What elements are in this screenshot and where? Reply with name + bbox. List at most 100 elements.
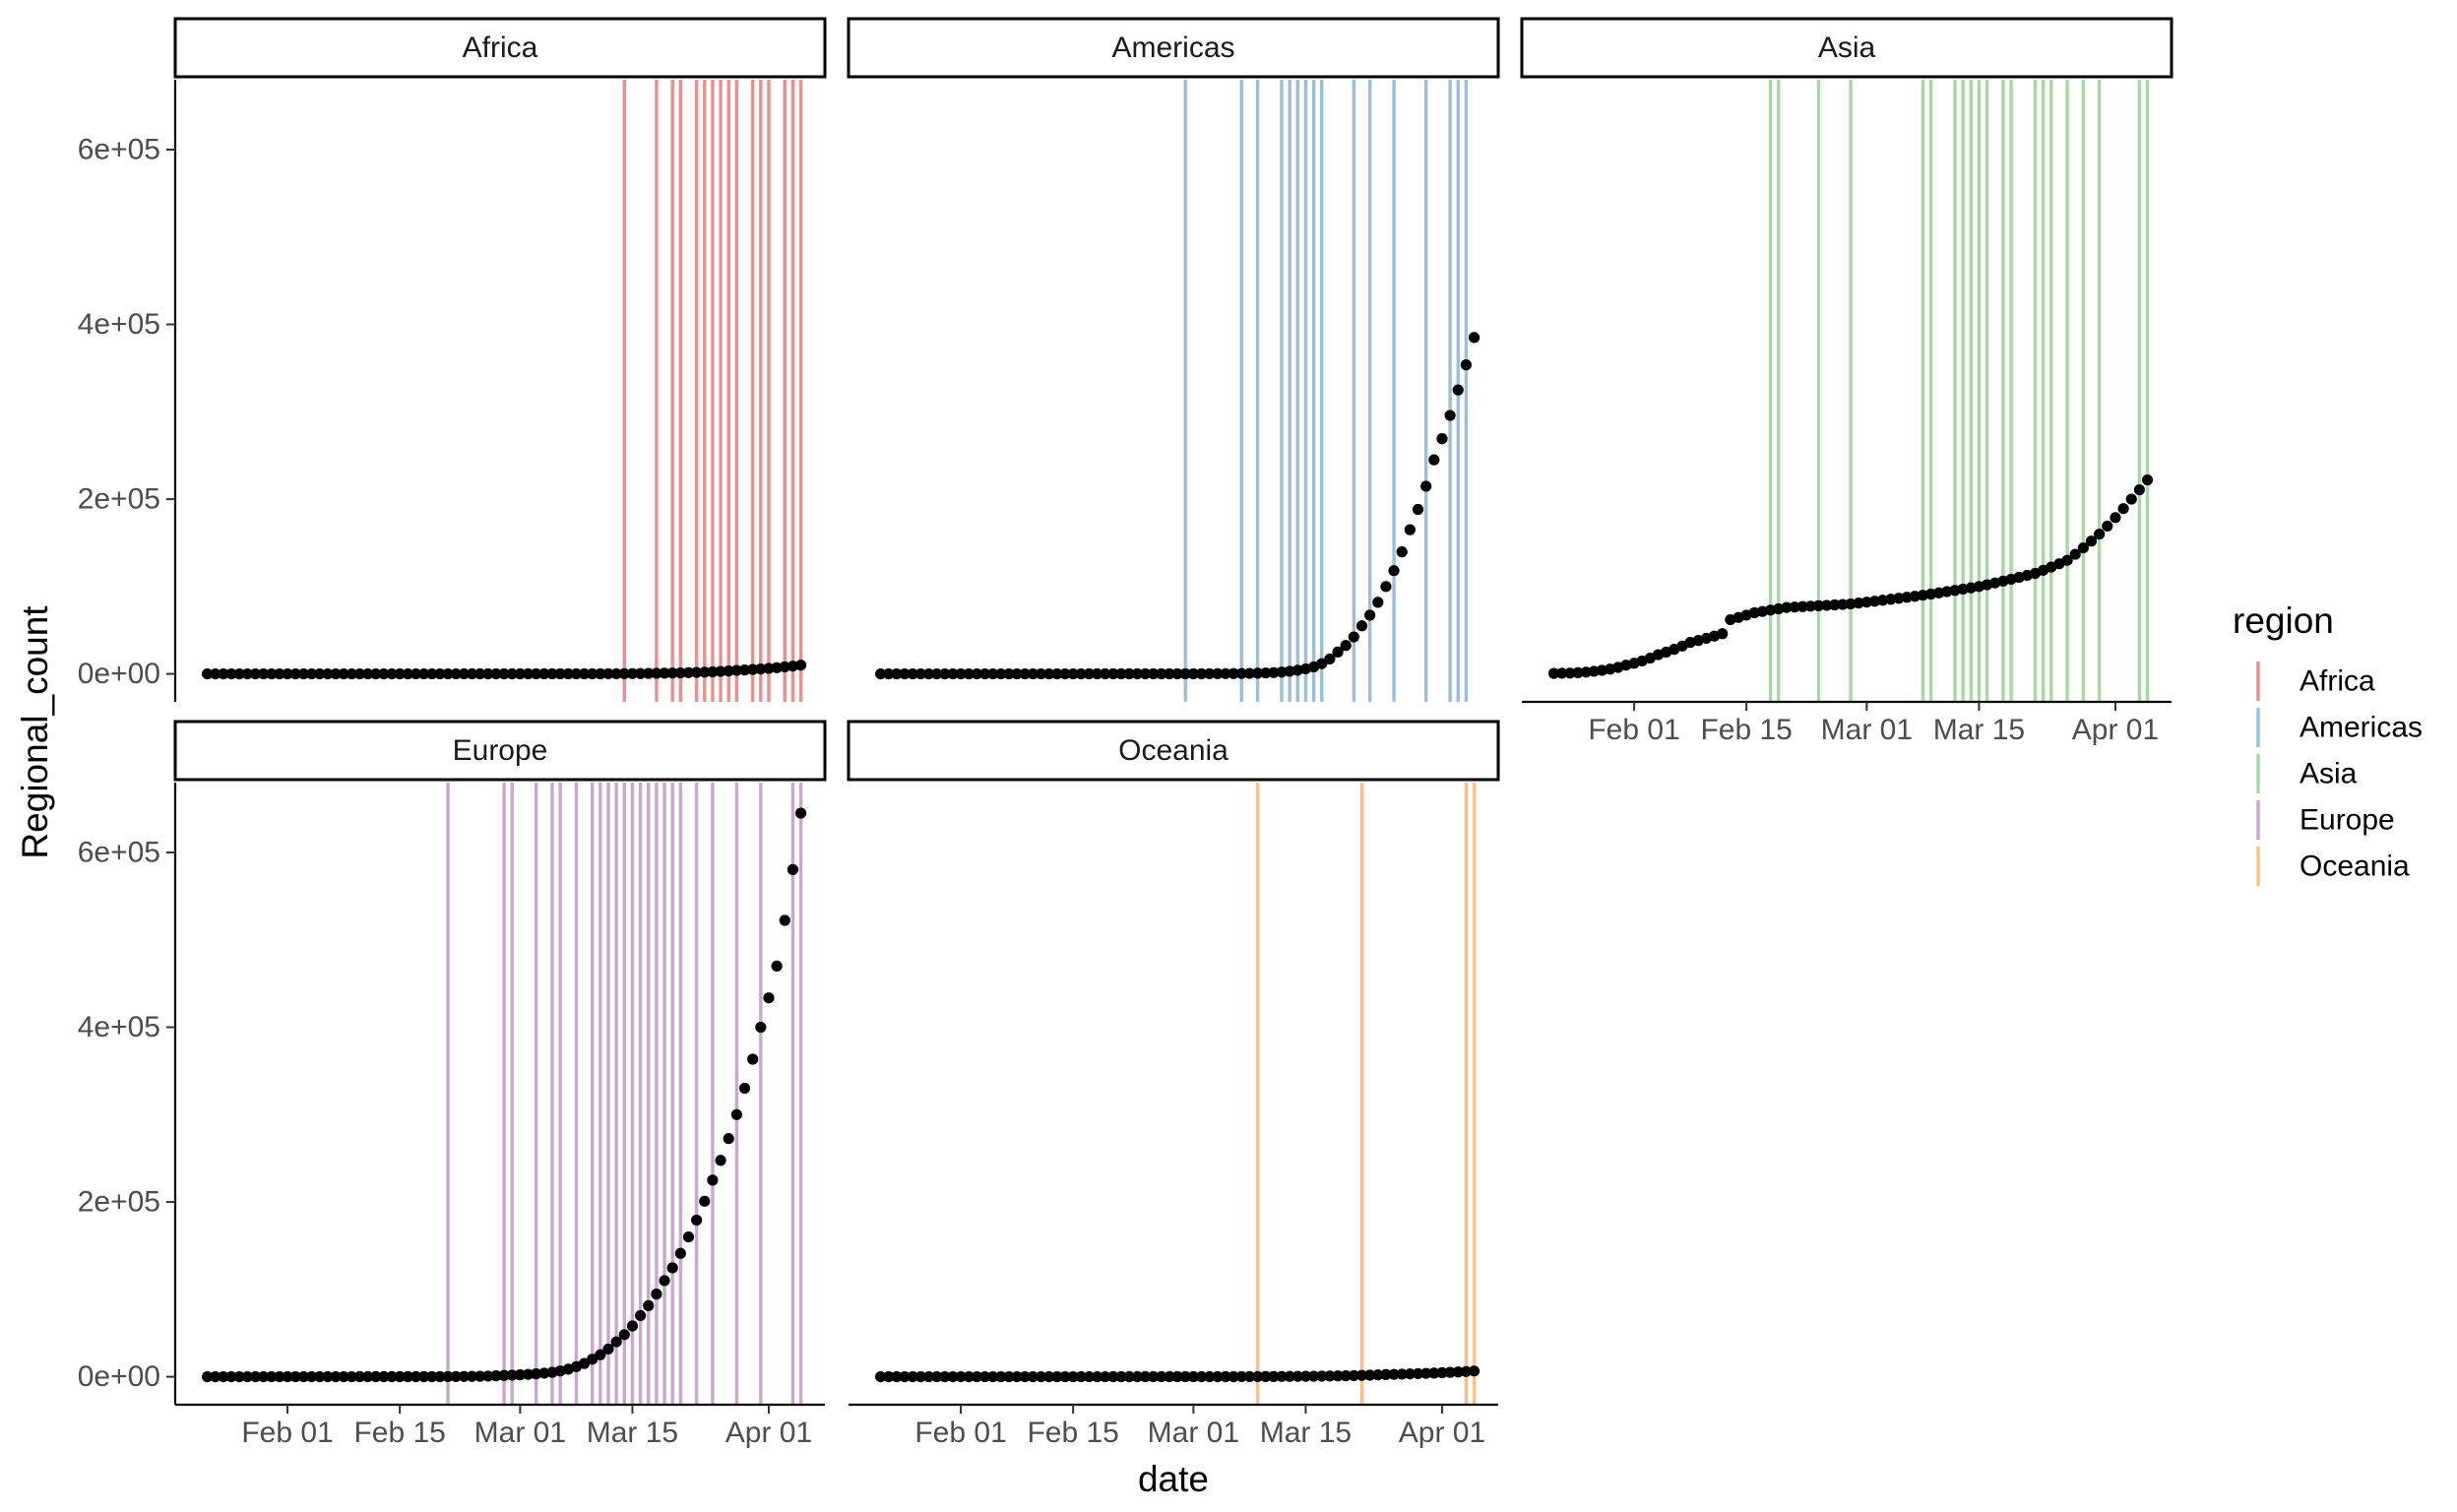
data-point [1204, 667, 1216, 680]
x-tick-label: Mar 01 [1148, 1417, 1239, 1449]
data-point [233, 1370, 245, 1383]
data-point [546, 667, 558, 680]
data-point [1131, 667, 1143, 680]
data-point [699, 666, 711, 678]
data-point [1420, 1367, 1432, 1379]
facet-panel-europe: 0e+00 2e+05 4e+05 6e+05 Feb 01 Feb 15 Mar 01 Ma… [78, 720, 827, 1449]
data-point [538, 1367, 550, 1379]
data-point [1035, 667, 1047, 680]
data-point [201, 1370, 214, 1383]
data-point [1460, 1365, 1473, 1377]
data-point [978, 667, 991, 680]
data-point [353, 1370, 366, 1383]
data-point [297, 1370, 309, 1383]
data-point [1100, 667, 1111, 680]
data-point [987, 667, 999, 680]
x-tick-label: Feb 01 [1588, 714, 1679, 746]
strip-box [1520, 17, 2174, 79]
data-point [426, 667, 438, 680]
data-point [266, 667, 278, 680]
data-point [899, 667, 911, 680]
data-point [971, 667, 982, 680]
data-point [626, 1320, 639, 1332]
event-lines [1255, 783, 1477, 1405]
data-point [939, 667, 951, 680]
legend: region Africa Americas Asia Europe Oceania [2233, 600, 2423, 886]
data-point [1067, 667, 1079, 680]
data-point [1139, 667, 1152, 680]
x-tick-label: Feb 15 [1027, 1417, 1118, 1449]
data-point [1171, 1370, 1183, 1383]
data-point [274, 1370, 285, 1383]
data-point [466, 667, 478, 680]
data-point [442, 667, 454, 680]
data-point [651, 1289, 662, 1300]
data-point [1717, 628, 1729, 640]
data-point [723, 665, 734, 677]
data-point [618, 667, 630, 679]
data-point [1027, 667, 1040, 680]
data-point [1340, 1370, 1352, 1382]
data-point [1388, 1368, 1400, 1380]
data-point [378, 1370, 390, 1383]
data-point [682, 666, 695, 678]
data-point [1100, 1370, 1111, 1383]
data-point [602, 1343, 614, 1355]
data-point [361, 1370, 374, 1383]
data-point [1436, 433, 1448, 445]
data-point [314, 667, 326, 680]
x-tick-label: Feb 01 [241, 1417, 333, 1449]
data-point [1123, 1370, 1135, 1383]
data-point [723, 1133, 734, 1145]
data-point [1436, 1366, 1448, 1379]
data-point [1212, 667, 1224, 680]
data-point [1372, 597, 1384, 608]
data-point [258, 667, 270, 680]
data-point [1901, 592, 1913, 603]
data-point [1404, 1368, 1416, 1380]
data-point [987, 1370, 999, 1383]
data-point [514, 667, 526, 680]
data-point [322, 1370, 334, 1383]
data-point [1460, 359, 1473, 371]
data-point [562, 667, 574, 680]
data-point [1307, 1370, 1320, 1382]
data-point [1268, 1370, 1280, 1382]
data-point [1332, 646, 1344, 659]
x-tick-label: Mar 01 [1821, 714, 1913, 746]
data-point [771, 960, 783, 973]
data-point [1003, 1370, 1015, 1383]
data-point [482, 1370, 494, 1382]
legend-items: Africa Americas Asia Europe Oceania [2256, 662, 2423, 886]
data-point [1292, 1370, 1303, 1382]
data-point [779, 914, 790, 926]
data-point [1212, 1370, 1224, 1383]
data-point [474, 1370, 486, 1382]
data-point [922, 1370, 935, 1383]
data-point [587, 1354, 598, 1365]
legend-label: Africa [2300, 665, 2375, 698]
data-point [241, 667, 253, 680]
data-point [763, 992, 775, 1004]
data-point [289, 667, 301, 680]
data-point [490, 1370, 502, 1382]
data-point [939, 1370, 951, 1383]
legend-label: Asia [2300, 758, 2358, 790]
data-point [338, 1370, 349, 1383]
data-point [482, 667, 494, 680]
count-points [201, 660, 807, 680]
data-point [2141, 473, 2154, 486]
data-point [1059, 667, 1071, 680]
data-point [914, 1370, 926, 1383]
data-point [498, 667, 510, 680]
data-point [450, 667, 462, 680]
data-point [2094, 528, 2106, 540]
data-point [474, 667, 486, 680]
data-point [1316, 1370, 1328, 1382]
data-point [907, 1370, 918, 1383]
data-point [330, 1370, 342, 1383]
data-point [450, 1370, 462, 1383]
data-point [771, 662, 783, 673]
data-point [386, 1370, 398, 1383]
data-point [1564, 667, 1576, 679]
